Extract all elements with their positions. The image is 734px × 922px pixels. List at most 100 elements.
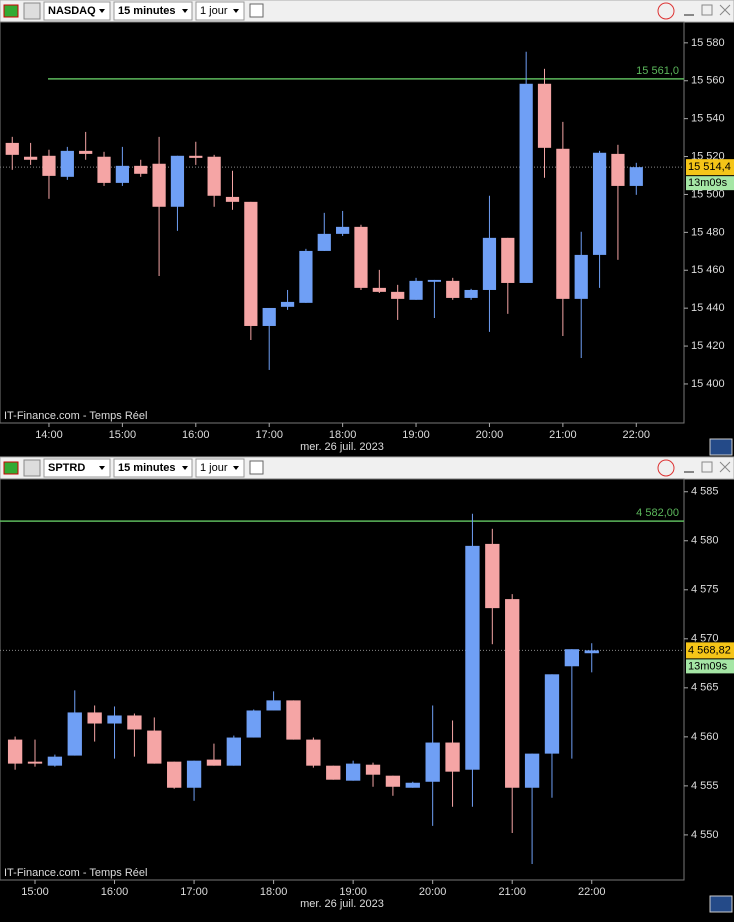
candle-body [584, 650, 599, 654]
candle-body [60, 150, 74, 177]
candle-body [186, 760, 202, 788]
watermark: IT-Finance.com - Temps Réel [4, 867, 147, 879]
dropdown-arrow [182, 466, 188, 470]
y-tick-label: 15 420 [691, 340, 725, 352]
interval: 15 minutes [118, 5, 175, 17]
candle-body [87, 712, 102, 724]
candle-body [425, 742, 440, 782]
candle-body [427, 279, 441, 282]
link-button[interactable] [23, 2, 41, 20]
candle-body [286, 700, 301, 740]
candle-body [152, 163, 166, 207]
candle-body [207, 156, 221, 196]
x-tick-label: 14:00 [35, 429, 63, 441]
x-tick-label: 17:00 [180, 886, 208, 898]
close-button[interactable] [719, 461, 731, 473]
info-button[interactable] [249, 460, 264, 475]
refresh-button[interactable] [657, 2, 675, 20]
y-tick-label: 15 440 [691, 302, 725, 314]
interval: 15 minutes [118, 462, 175, 474]
candle-body [244, 201, 258, 326]
chart-panel: SPTRD 15 minutes 1 jour 4 550 4 555 4 560 4 56… [0, 456, 734, 913]
candle-body [189, 155, 203, 158]
watermark: IT-Finance.com - Temps Réel [4, 410, 147, 422]
candle-body [354, 226, 368, 288]
minimize-button[interactable] [684, 14, 694, 16]
candle-body [336, 226, 350, 234]
candle-body [27, 761, 43, 764]
x-tick-label: 19:00 [339, 886, 367, 898]
timer-box [686, 176, 734, 191]
candle-body [385, 775, 401, 787]
info-button[interactable] [249, 3, 264, 18]
y-tick-label: 15 540 [691, 113, 725, 125]
x-tick-label: 16:00 [101, 886, 129, 898]
x-axis-label: mer. 26 juil. 2023 [300, 441, 384, 453]
candle-body [317, 233, 331, 251]
maximize-button[interactable] [701, 461, 713, 473]
chart-panel: NASDAQ 15 minutes 1 jour 15 400 15 420 15 440… [0, 0, 734, 456]
candle-body [24, 156, 38, 160]
candle-body [97, 156, 111, 183]
candle-body [280, 301, 295, 307]
x-tick-label: 19:00 [402, 429, 430, 441]
candle-body [446, 280, 460, 298]
export-button[interactable] [709, 895, 733, 913]
x-tick-label: 18:00 [329, 429, 357, 441]
candle-body [147, 730, 162, 764]
y-tick-label: 4 585 [691, 486, 719, 498]
minimize-button[interactable] [684, 471, 694, 473]
candle-body [365, 764, 381, 775]
export-button[interactable] [709, 438, 733, 456]
candle-body [206, 759, 222, 766]
candle-body [544, 674, 560, 754]
chart-icon[interactable] [3, 4, 19, 18]
level-label: 4 582,00 [636, 507, 679, 519]
candle-body [537, 83, 552, 148]
dropdown-arrow [99, 466, 105, 470]
refresh-button[interactable] [657, 459, 675, 477]
y-tick-label: 15 500 [691, 188, 725, 200]
y-tick-label: 4 560 [691, 731, 719, 743]
period-select[interactable] [195, 1, 245, 21]
period-select[interactable] [195, 458, 245, 478]
candle-body [306, 739, 321, 766]
candle-body [501, 237, 515, 283]
candle-body [115, 165, 129, 183]
y-tick-label: 4 550 [691, 829, 719, 841]
x-tick-label: 15:00 [109, 429, 137, 441]
y-tick-label: 15 400 [691, 378, 725, 390]
y-tick-label: 15 480 [691, 226, 725, 238]
symbol-select[interactable] [43, 1, 111, 21]
timer: 13m09s [688, 177, 728, 189]
x-tick-label: 21:00 [498, 886, 526, 898]
plot-area [0, 21, 685, 424]
candle-body [225, 196, 240, 202]
x-tick-label: 20:00 [419, 886, 447, 898]
interval-select[interactable] [113, 458, 193, 478]
dropdown-arrow [99, 9, 105, 13]
candle-body [464, 289, 478, 298]
candle-body [299, 250, 313, 303]
candle-body [47, 756, 63, 766]
close-button[interactable] [719, 4, 731, 16]
period: 1 jour [200, 462, 228, 474]
x-tick-label: 20:00 [476, 429, 504, 441]
candle-body [482, 237, 497, 290]
chart-icon[interactable] [3, 461, 19, 475]
candle-body [391, 291, 405, 299]
interval-select[interactable] [113, 1, 193, 21]
candle-body [67, 712, 82, 756]
candle-body [266, 700, 281, 711]
timer: 13m09s [688, 660, 728, 672]
x-tick-label: 22:00 [578, 886, 606, 898]
link-button[interactable] [23, 459, 41, 477]
symbol-select[interactable] [43, 458, 111, 478]
candle-body [345, 763, 361, 781]
candle-body [524, 753, 540, 788]
maximize-button[interactable] [701, 4, 713, 16]
y-tick-label: 4 570 [691, 633, 719, 645]
candle-body [505, 599, 520, 788]
x-tick-label: 16:00 [182, 429, 210, 441]
